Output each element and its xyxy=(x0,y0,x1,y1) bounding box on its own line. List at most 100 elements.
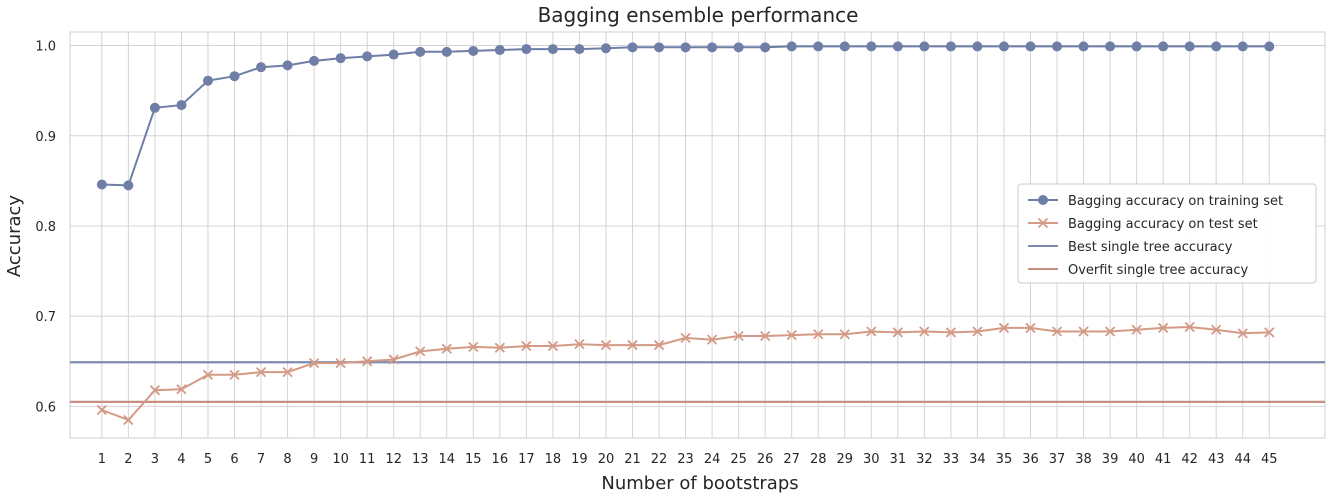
data-point xyxy=(839,329,850,340)
data-point-stroke xyxy=(733,330,744,342)
data-point xyxy=(202,75,213,86)
data-point-stroke xyxy=(760,330,771,342)
x-tick-label: 10 xyxy=(332,452,349,467)
data-point xyxy=(654,42,665,53)
data-point xyxy=(760,42,771,53)
data-point xyxy=(1051,326,1063,337)
x-tick-label: 18 xyxy=(545,452,562,467)
data-point xyxy=(468,341,479,353)
data-point xyxy=(1025,41,1036,52)
x-tick-label: 9 xyxy=(310,452,318,467)
data-point-stroke xyxy=(1264,327,1275,338)
data-point-stroke xyxy=(335,357,346,369)
data-point xyxy=(521,340,532,352)
x-tick-label: 24 xyxy=(704,452,721,467)
data-point xyxy=(733,330,744,342)
data-point xyxy=(786,330,797,341)
x-tick-label: 27 xyxy=(783,452,800,467)
data-point xyxy=(176,384,187,395)
data-point xyxy=(786,41,797,52)
x-tick-label: 22 xyxy=(651,452,668,467)
data-point xyxy=(733,42,744,53)
data-point xyxy=(547,44,558,55)
data-point xyxy=(813,329,824,340)
data-point xyxy=(760,330,771,342)
x-tick-label: 23 xyxy=(677,452,694,467)
x-tick-label: 1 xyxy=(98,452,106,467)
data-point xyxy=(521,44,532,55)
data-point xyxy=(707,42,718,53)
data-point-stroke xyxy=(919,326,930,337)
data-point xyxy=(600,43,611,54)
data-point xyxy=(308,357,320,369)
data-point-stroke xyxy=(998,322,1010,334)
data-point-stroke xyxy=(972,326,983,337)
data-point-stroke xyxy=(945,327,957,338)
data-point xyxy=(494,342,505,353)
data-point xyxy=(706,334,718,345)
legend-label: Best single tree accuracy xyxy=(1068,240,1233,255)
legend-label: Overfit single tree accuracy xyxy=(1068,263,1249,278)
y-tick-label: 1.0 xyxy=(35,40,56,55)
data-point xyxy=(1184,321,1195,333)
data-point xyxy=(96,404,107,416)
data-point xyxy=(388,49,399,60)
y-axis-label: Accuracy xyxy=(4,195,25,278)
data-point xyxy=(892,41,903,52)
x-tick-label: 29 xyxy=(836,452,853,467)
data-point-stroke xyxy=(202,369,214,380)
x-tick-label: 12 xyxy=(385,452,402,467)
x-tick-label: 15 xyxy=(465,452,482,467)
data-point-stroke xyxy=(866,326,877,337)
x-tick-label: 38 xyxy=(1075,452,1092,467)
data-point xyxy=(1264,327,1275,338)
x-tick-label: 32 xyxy=(916,452,933,467)
data-point xyxy=(998,41,1009,52)
data-point-stroke xyxy=(1158,322,1169,334)
y-tick-label: 0.6 xyxy=(35,400,56,415)
data-point-stroke xyxy=(706,334,718,345)
data-point-stroke xyxy=(229,369,240,380)
data-point-stroke xyxy=(892,327,903,338)
data-point xyxy=(1131,324,1142,335)
data-point-stroke xyxy=(680,332,691,343)
data-point xyxy=(998,322,1010,334)
data-point xyxy=(574,339,585,350)
data-point-stroke xyxy=(627,339,638,351)
data-point-stroke xyxy=(362,356,373,367)
data-point xyxy=(123,414,134,426)
data-point xyxy=(441,46,452,57)
x-tick-label: 3 xyxy=(151,452,159,467)
data-point-stroke xyxy=(96,404,107,416)
reference-lines xyxy=(70,361,1325,404)
data-point xyxy=(680,332,691,343)
data-point xyxy=(813,41,824,52)
data-point-stroke xyxy=(1025,322,1036,334)
data-point xyxy=(1264,41,1275,52)
data-point xyxy=(627,339,638,351)
data-point xyxy=(1105,41,1116,52)
data-point xyxy=(255,367,267,378)
chart-title: Bagging ensemble performance xyxy=(538,3,859,27)
data-point-stroke xyxy=(1104,326,1116,337)
legend-entry: Best single tree accuracy xyxy=(1028,240,1233,255)
data-point xyxy=(415,46,426,57)
data-point-stroke xyxy=(388,354,399,365)
data-point xyxy=(229,71,240,82)
data-point xyxy=(468,45,479,56)
x-tick-label: 7 xyxy=(257,452,265,467)
data-point xyxy=(176,100,187,111)
data-point xyxy=(972,326,983,337)
data-point-stroke xyxy=(441,343,452,354)
data-point xyxy=(1078,326,1089,337)
data-point xyxy=(335,357,346,369)
x-axis-label: Number of bootstraps xyxy=(601,473,798,494)
data-point xyxy=(892,327,903,338)
x-tick-label: 35 xyxy=(996,452,1013,467)
data-point xyxy=(1237,328,1248,339)
x-tick-label: 11 xyxy=(359,452,376,467)
series-layer xyxy=(96,41,1275,426)
x-tick-labels: 1 2 3 4 5 6 7 8 9 10 11 12 13 14 15 16 17 18 19 20 21 22 23 24 2… xyxy=(98,452,1278,467)
x-tick-label: 33 xyxy=(943,452,960,467)
data-point xyxy=(149,102,160,113)
